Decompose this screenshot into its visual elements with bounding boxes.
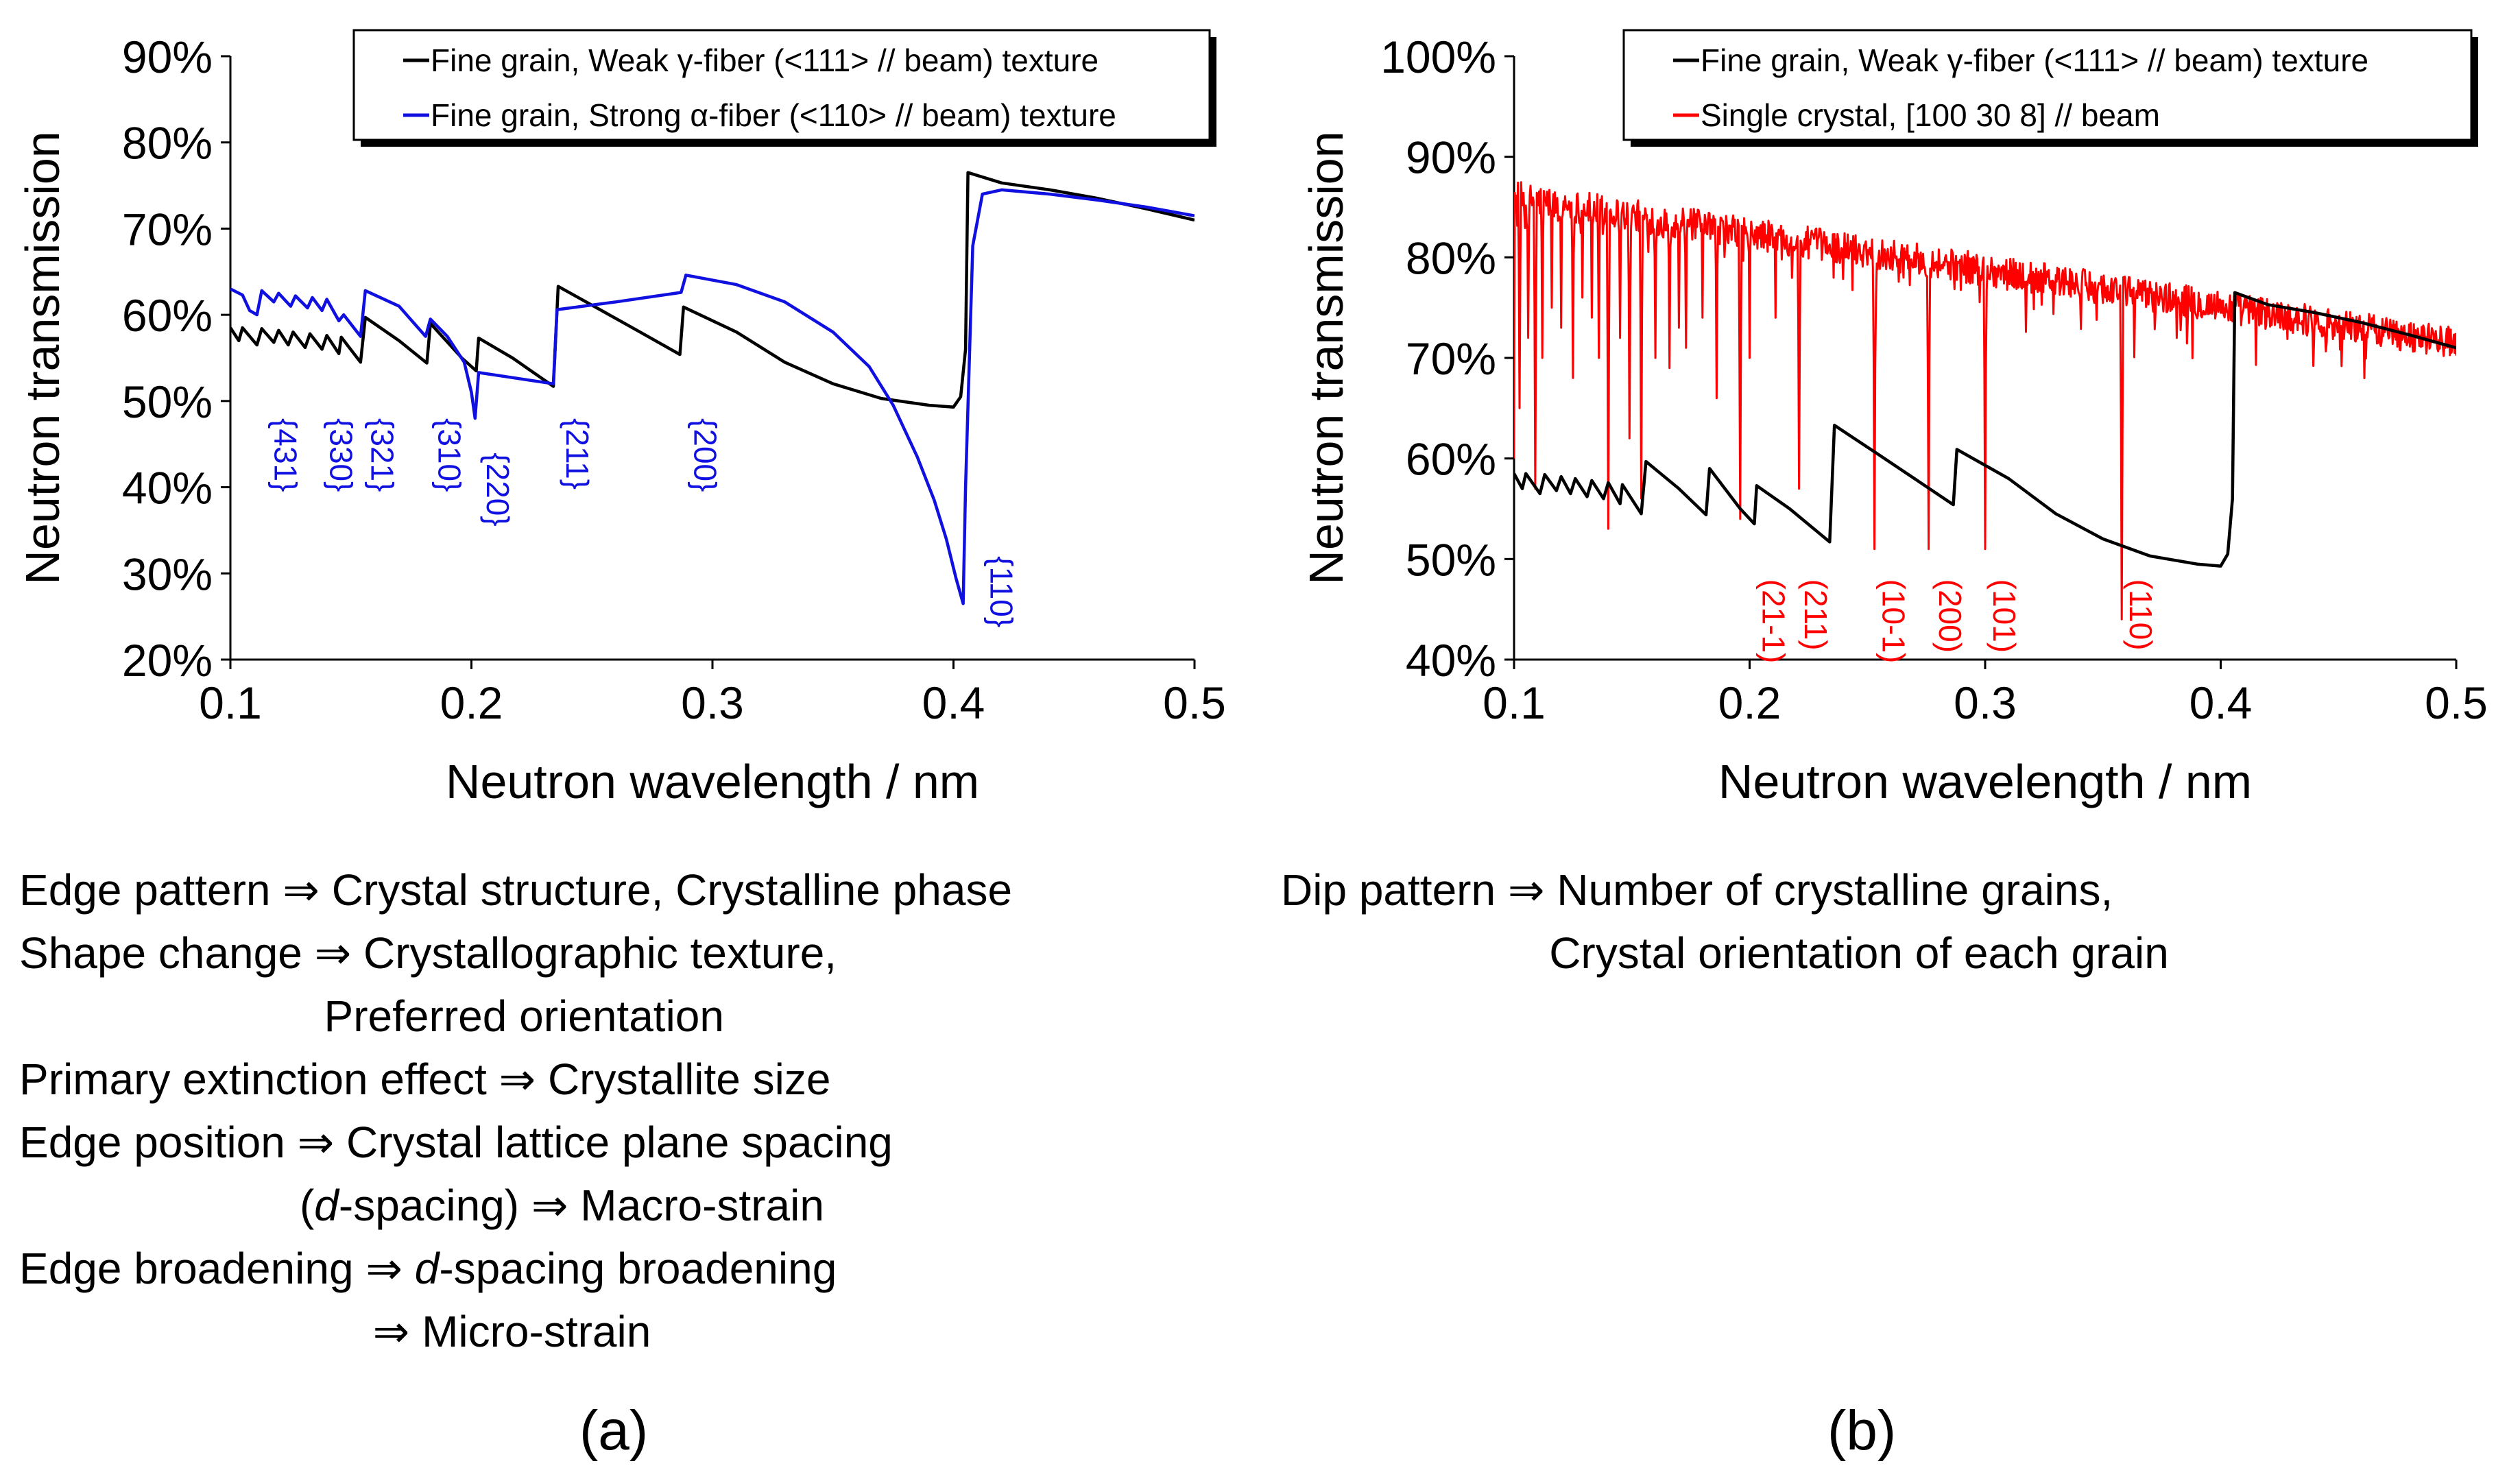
y-tick-label: 50% bbox=[122, 376, 213, 427]
x-tick-label: 0.1 bbox=[199, 677, 262, 728]
y-tick-label: 50% bbox=[1406, 534, 1496, 585]
x-tick-label: 0.2 bbox=[1718, 677, 1781, 728]
x-axis-title: Neutron wavelength / nm bbox=[1718, 755, 2252, 808]
annotation-label: (200) bbox=[1932, 579, 1968, 653]
x-tick-label: 0.4 bbox=[2189, 677, 2253, 728]
panel-b-notes: Dip pattern ⇒ Number of crystalline grai… bbox=[1281, 865, 2169, 978]
y-axis-title: Neutron transmission bbox=[16, 131, 69, 584]
y-tick-label: 70% bbox=[1406, 333, 1496, 384]
x-tick-label: 0.2 bbox=[440, 677, 503, 728]
legend-entry: Fine grain, Strong α-fiber (<110> // bea… bbox=[431, 97, 1116, 133]
annotation-label: (101) bbox=[1987, 579, 2022, 653]
series-line-black bbox=[230, 171, 1195, 409]
panel-label-a: (a) bbox=[579, 1399, 649, 1462]
annotation-label: (211) bbox=[1798, 579, 1834, 651]
annotation-label: {110} bbox=[984, 556, 1020, 627]
panel-label-b: (b) bbox=[1827, 1399, 1897, 1462]
x-tick-label: 0.5 bbox=[2425, 677, 2488, 728]
chart-panel-b: 40% 50% 60% 70% 80% 90% 100% 0.1 0.2 0.3 0.4 0.5 Neu… bbox=[1299, 29, 2488, 808]
annotation-label: {321} bbox=[364, 418, 400, 492]
chart-panel-a: 20% 30% 40% 50% 60% 70% 80% 90% 0.1 0.2 0.3 0.4 0.5 N… bbox=[16, 29, 1226, 808]
x-axis-title: Neutron wavelength / nm bbox=[446, 755, 979, 808]
annotation-label: {330} bbox=[324, 418, 359, 492]
y-tick-label: 20% bbox=[122, 635, 213, 686]
annotation-label: {211} bbox=[560, 418, 595, 490]
annotation-label: (21-1) bbox=[1755, 579, 1791, 664]
legend-box bbox=[352, 29, 1211, 141]
y-tick-label: 40% bbox=[1406, 635, 1496, 686]
x-tick-label: 0.1 bbox=[1483, 677, 1546, 728]
legend-entry: Fine grain, Weak γ-fiber (<111> // beam)… bbox=[1701, 43, 2368, 78]
legend-entry: Fine grain, Weak γ-fiber (<111> // beam)… bbox=[431, 43, 1099, 78]
y-tick-label: 60% bbox=[1406, 434, 1496, 485]
y-tick-label: 80% bbox=[122, 118, 213, 169]
y-tick-label: 90% bbox=[122, 32, 213, 82]
y-tick-label: 80% bbox=[1406, 232, 1496, 283]
y-tick-label: 90% bbox=[1406, 132, 1496, 183]
series-line-blue bbox=[230, 188, 1195, 605]
x-tick-label: 0.5 bbox=[1163, 677, 1226, 728]
series-line-black bbox=[1514, 291, 2456, 568]
annotation-label: {200} bbox=[687, 418, 723, 492]
y-tick-label: 100% bbox=[1380, 32, 1496, 82]
legend-box bbox=[1622, 29, 2473, 141]
panel-a-notes: Edge pattern ⇒ Crystal structure, Crysta… bbox=[19, 865, 1013, 1356]
x-tick-label: 0.3 bbox=[681, 677, 744, 728]
y-axis-title: Neutron transmission bbox=[1299, 131, 1353, 584]
y-tick-label: 30% bbox=[122, 549, 213, 599]
annotation-label: {310} bbox=[432, 418, 468, 492]
legend-entry: Single crystal, [100 30 8] // beam bbox=[1701, 97, 2160, 133]
x-tick-label: 0.4 bbox=[922, 677, 985, 728]
y-tick-label: 60% bbox=[122, 290, 213, 341]
series-line-red bbox=[1514, 181, 2456, 621]
annotation-label: (110) bbox=[2123, 579, 2159, 651]
y-tick-label: 40% bbox=[122, 463, 213, 514]
annotation-label: {220} bbox=[480, 453, 516, 526]
x-tick-label: 0.3 bbox=[1954, 677, 2017, 728]
annotation-label: (10-1) bbox=[1876, 579, 1912, 664]
annotation-label: {431} bbox=[268, 418, 304, 492]
y-tick-label: 70% bbox=[122, 204, 213, 254]
